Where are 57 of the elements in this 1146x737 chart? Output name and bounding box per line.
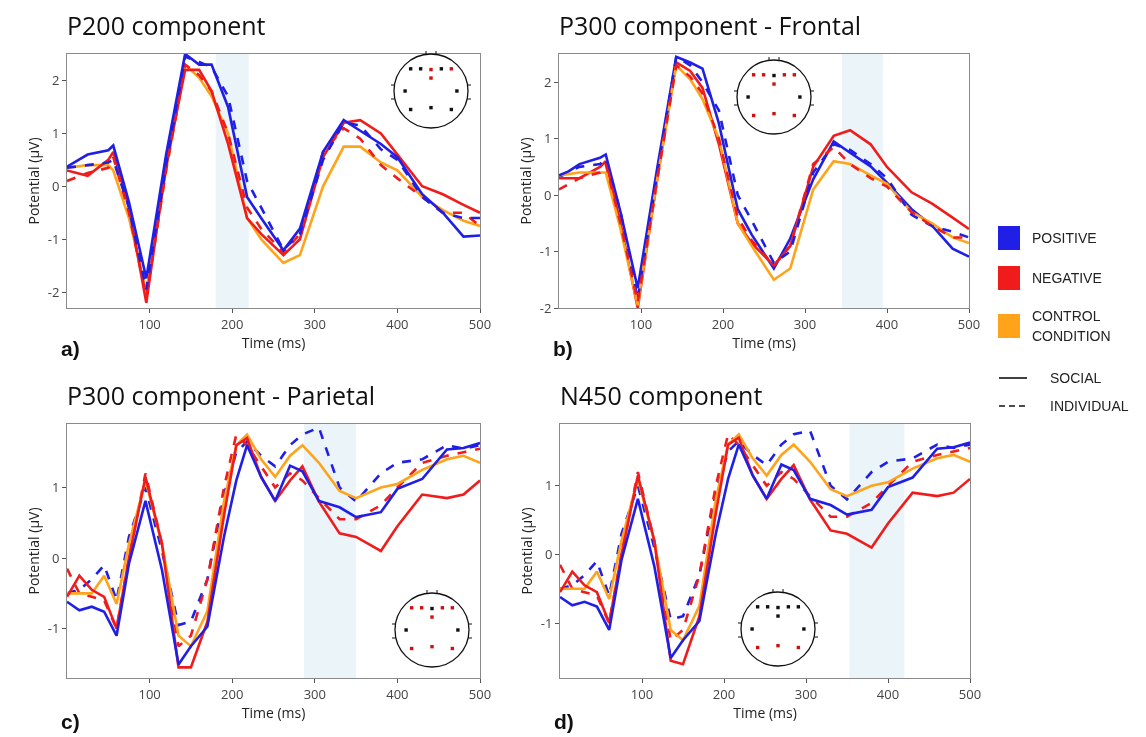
legend-label: CONTROL CONDITION — [1032, 307, 1112, 346]
y-tick-label: 1 — [51, 478, 60, 497]
text: INDIVIDUAL — [1050, 398, 1129, 414]
chart-title: N450 component — [560, 377, 763, 412]
y-tick-label: 1 — [543, 129, 552, 148]
x-tick-label: 100 — [630, 684, 654, 703]
x-tick-label: 400 — [386, 684, 409, 703]
x-tick-label: 200 — [712, 684, 736, 703]
x-tick-label: 500 — [958, 684, 982, 703]
x-tick-label: 400 — [386, 314, 409, 333]
y-tick-label: -1 — [47, 619, 60, 638]
y-tick-label: 2 — [543, 72, 552, 91]
y-tick-label: 0 — [51, 548, 60, 567]
y-axis-title: Potential (μV) — [517, 507, 537, 595]
x-axis-title: Time (ms) — [241, 702, 306, 722]
y-tick-label: 2 — [51, 71, 60, 90]
chart-title: P300 component - Parietal — [67, 377, 376, 412]
y-tick-label: -2 — [539, 298, 552, 317]
legend-label: NEGATIVE — [1032, 269, 1102, 288]
x-tick-label: 300 — [793, 314, 817, 333]
x-tick-label: 100 — [138, 314, 161, 333]
y-axis-title: Potential (μV) — [24, 137, 44, 225]
x-tick-label: 300 — [303, 684, 326, 703]
y-tick-label: 0 — [51, 176, 60, 195]
y-tick-label: -1 — [539, 242, 552, 261]
x-tick-label: 500 — [468, 314, 492, 333]
x-tick-label: 200 — [221, 314, 244, 333]
text: a) — [61, 337, 80, 360]
x-tick-label: 400 — [876, 684, 900, 703]
x-tick-label: 500 — [957, 314, 981, 333]
x-tick-label: 200 — [221, 684, 244, 703]
y-tick-label: 1 — [544, 476, 553, 495]
x-tick-label: 500 — [468, 684, 492, 703]
text: SOCIAL — [1050, 370, 1102, 386]
text: d) — [554, 710, 574, 733]
text: c) — [61, 710, 80, 733]
x-axis-title: Time (ms) — [732, 332, 796, 352]
y-tick-label: -1 — [47, 229, 60, 248]
x-tick-label: 100 — [138, 684, 161, 703]
y-tick-label: 0 — [544, 544, 553, 563]
x-axis-title: Time (ms) — [241, 332, 306, 352]
x-tick-label: 300 — [794, 684, 818, 703]
x-tick-label: 200 — [711, 314, 735, 333]
legend-label: POSITIVE — [1032, 229, 1097, 248]
x-tick-label: 300 — [303, 314, 326, 333]
chart-title: P300 component - Frontal — [559, 7, 862, 42]
chart-title: P200 component — [67, 7, 266, 42]
y-tick-label: -1 — [540, 613, 553, 632]
text: b) — [553, 337, 573, 360]
x-axis-title: Time (ms) — [733, 702, 797, 722]
x-tick-label: 100 — [629, 314, 653, 333]
y-tick-label: 0 — [543, 185, 552, 204]
y-tick-label: -2 — [47, 282, 60, 301]
y-tick-label: 1 — [51, 123, 60, 142]
x-tick-label: 400 — [875, 314, 899, 333]
y-axis-title: Potential (μV) — [516, 137, 536, 225]
y-axis-title: Potential (μV) — [24, 507, 44, 595]
